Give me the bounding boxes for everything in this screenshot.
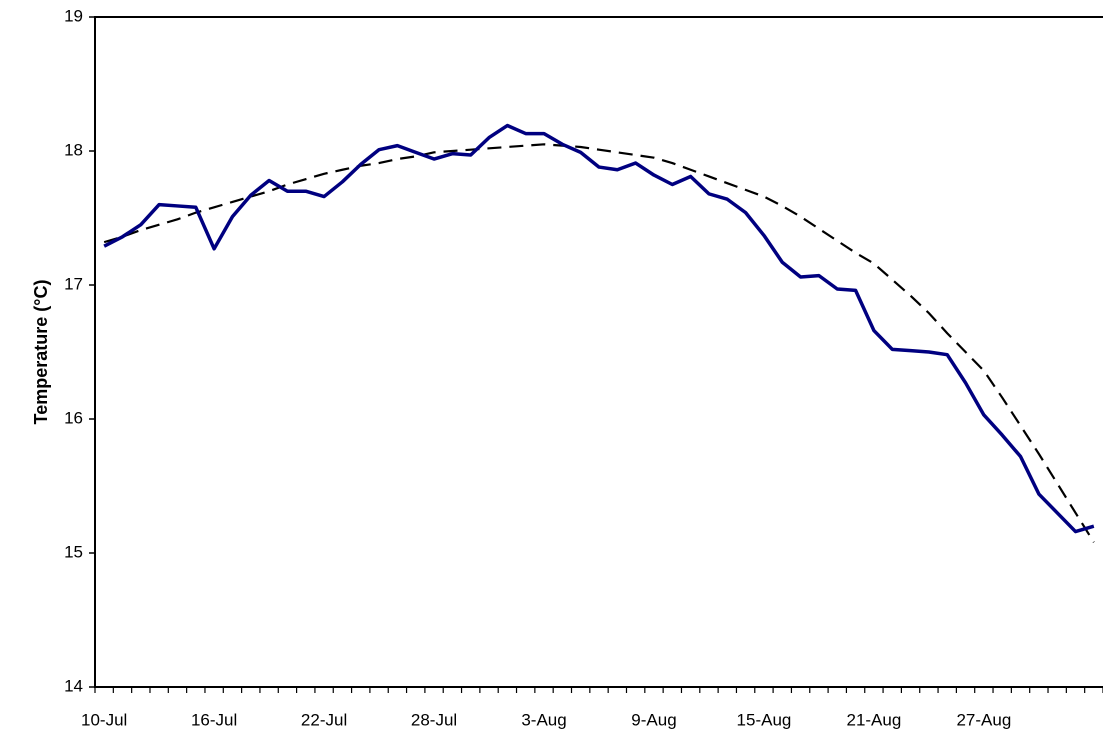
- trend-line: [103, 143, 1095, 543]
- y-tick-label: 18: [64, 140, 83, 159]
- y-tick-label: 14: [64, 676, 83, 695]
- x-tick-label: 21-Aug: [846, 710, 901, 729]
- x-tick-label: 22-Jul: [301, 710, 347, 729]
- data-line: [103, 123, 1095, 534]
- y-tick-label: 16: [64, 408, 83, 427]
- y-tick-label: 17: [64, 274, 83, 293]
- x-tick-label: 16-Jul: [191, 710, 237, 729]
- x-tick-label: 15-Aug: [737, 710, 792, 729]
- x-tick-label: 10-Jul: [81, 710, 127, 729]
- y-axis-title: Temperature (°C): [31, 280, 51, 425]
- x-tick-label: 28-Jul: [411, 710, 457, 729]
- y-tick-label: 15: [64, 542, 83, 561]
- x-tick-label: 9-Aug: [631, 710, 676, 729]
- x-tick-label: 27-Aug: [956, 710, 1011, 729]
- y-tick-label: 19: [64, 6, 83, 25]
- plot-frame: [94, 16, 1103, 688]
- x-tick-label: 3-Aug: [521, 710, 566, 729]
